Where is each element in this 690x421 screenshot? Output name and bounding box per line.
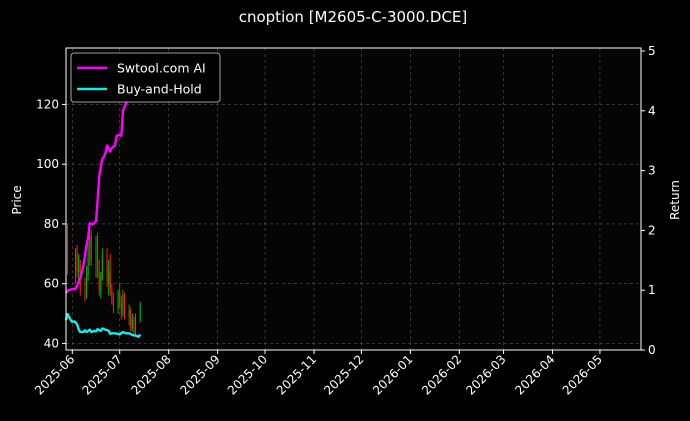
candle-body	[122, 295, 124, 314]
series-lines	[64, 77, 142, 338]
candle-body	[89, 235, 91, 248]
y-tick-label-left: 40	[44, 336, 59, 350]
y-tick-label-right: 2	[648, 223, 656, 237]
legend-label-strategy: Swtool.com AI	[117, 61, 206, 76]
y-tick-label-right: 1	[648, 283, 656, 297]
candle-body	[101, 253, 103, 278]
candle-body	[86, 271, 88, 296]
candle-body	[76, 250, 78, 272]
candle-body	[74, 253, 76, 278]
candle-body	[133, 319, 135, 335]
legend-label-buy-hold: Buy-and-Hold	[117, 82, 202, 97]
candle-body	[139, 304, 141, 320]
candle-body	[112, 298, 114, 308]
y-tick-label-left: 100	[36, 157, 59, 171]
candle-body	[130, 310, 132, 329]
left-axis: 40 60 80 100 120	[36, 97, 66, 350]
candle-body	[120, 304, 122, 314]
candle-body	[131, 319, 133, 329]
y-tick-label-left: 120	[36, 97, 59, 111]
plot-frame	[65, 47, 642, 351]
chart-title: cnoption [M2605-C-3000.DCE]	[239, 8, 468, 26]
candle-body	[100, 277, 102, 290]
candle-body	[97, 238, 99, 272]
legend: Swtool.com AI Buy-and-Hold	[70, 52, 221, 103]
y-tick-label-right: 0	[648, 343, 656, 357]
candle-body	[84, 292, 86, 296]
grid	[66, 48, 641, 350]
candle-body	[106, 253, 108, 281]
y-tick-label-left: 60	[44, 277, 59, 291]
y-tick-label-right: 3	[648, 164, 656, 178]
legend-box	[70, 52, 221, 103]
series-line-strategy	[65, 77, 136, 294]
left-axis-label: Price	[10, 185, 24, 214]
y-tick-label-left: 80	[44, 217, 59, 231]
candle-body	[98, 271, 100, 290]
y-tick-label-right: 4	[648, 104, 656, 118]
series-line-buy-hold	[64, 312, 142, 338]
candle-body	[111, 289, 113, 299]
candle-body	[78, 256, 80, 272]
candle-body	[135, 316, 137, 335]
candle-body	[67, 238, 69, 263]
right-axis-label: Return	[668, 180, 682, 220]
candle-body	[95, 241, 97, 260]
candle-body	[128, 310, 130, 317]
candle-body	[119, 292, 121, 305]
candle-body	[109, 271, 111, 290]
candle-body	[123, 295, 125, 317]
candle-body	[117, 292, 119, 308]
candle-body	[90, 235, 92, 260]
y-tick-label-right: 5	[648, 44, 656, 58]
candle-body	[108, 265, 110, 284]
candle-body	[87, 250, 89, 275]
right-axis: 0 1 2 3 4 5	[641, 44, 656, 357]
